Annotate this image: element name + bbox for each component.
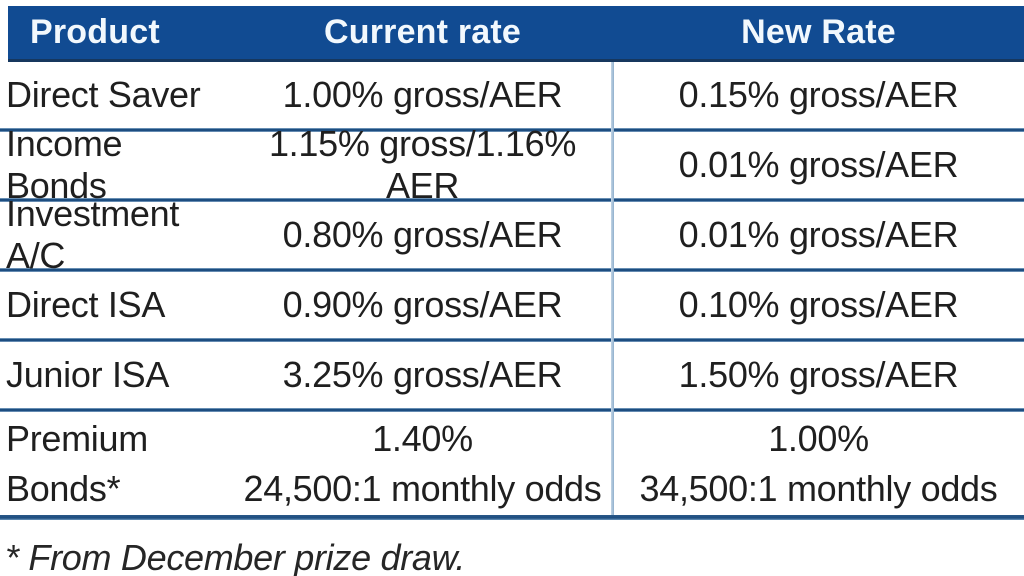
table-row-investment-ac: Investment A/C 0.80% gross/AER 0.01% gro… [0,193,1024,276]
row-divider [0,128,1024,132]
table-row-direct-isa: Direct ISA 0.90% gross/AER 0.10% gross/A… [0,272,1024,338]
premium-new-odds: 34,500:1 monthly odds [639,467,998,509]
row-divider [0,338,1024,342]
cell-product: Investment A/C [6,193,180,276]
cell-new-rate: 1.50% gross/AER [678,354,959,395]
cell-current-rate: 1.00% gross/AER [282,74,563,115]
premium-current-rate: 1.40% [372,417,473,459]
table-row-income-bonds: Income Bonds 1.15% gross/1.16% AER 0.01%… [0,123,1024,206]
row-divider [0,408,1024,412]
table-body: Direct Saver 1.00% gross/AER 0.15% gross… [0,62,1024,515]
table-row-junior-isa: Junior ISA 3.25% gross/AER 1.50% gross/A… [0,342,1024,408]
header-new-rate: New Rate [741,13,896,51]
table-header-row: Product Current rate New Rate [8,6,1024,62]
cell-current-rate: 1.15% gross/1.16% AER [268,123,577,206]
row-divider [0,268,1024,272]
cell-product: Direct ISA [6,284,166,325]
cell-new-rate: 0.01% gross/AER [678,144,959,185]
premium-new-rate: 1.00% [768,417,869,459]
cell-current-rate: 0.90% gross/AER [282,284,563,325]
cell-current-rate: 0.80% gross/AER [282,214,563,255]
table-bottom-border [0,515,1024,520]
cell-current-rate: 3.25% gross/AER [282,354,563,395]
cell-current-rate: 1.40% 24,500:1 monthly odds [232,414,613,514]
header-product: Product [30,13,160,51]
cell-new-rate: 0.15% gross/AER [678,74,959,115]
column-divider [611,62,614,515]
cell-new-rate: 1.00% 34,500:1 monthly odds [613,414,1024,514]
table-row-direct-saver: Direct Saver 1.00% gross/AER 0.15% gross… [0,62,1024,128]
header-current-rate: Current rate [323,13,521,51]
footnote: * From December prize draw. [5,537,466,576]
cell-new-rate: 0.10% gross/AER [678,284,959,325]
cell-product: Premium Bonds* [6,417,148,509]
table-row-premium-bonds: Premium Bonds* 1.40% 24,500:1 monthly od… [0,412,1024,515]
cell-product: Income Bonds [6,123,123,206]
cell-product: Junior ISA [6,354,170,395]
cell-product: Direct Saver [6,74,201,115]
row-divider [0,198,1024,202]
premium-current-odds: 24,500:1 monthly odds [243,467,602,509]
cell-new-rate: 0.01% gross/AER [678,214,959,255]
